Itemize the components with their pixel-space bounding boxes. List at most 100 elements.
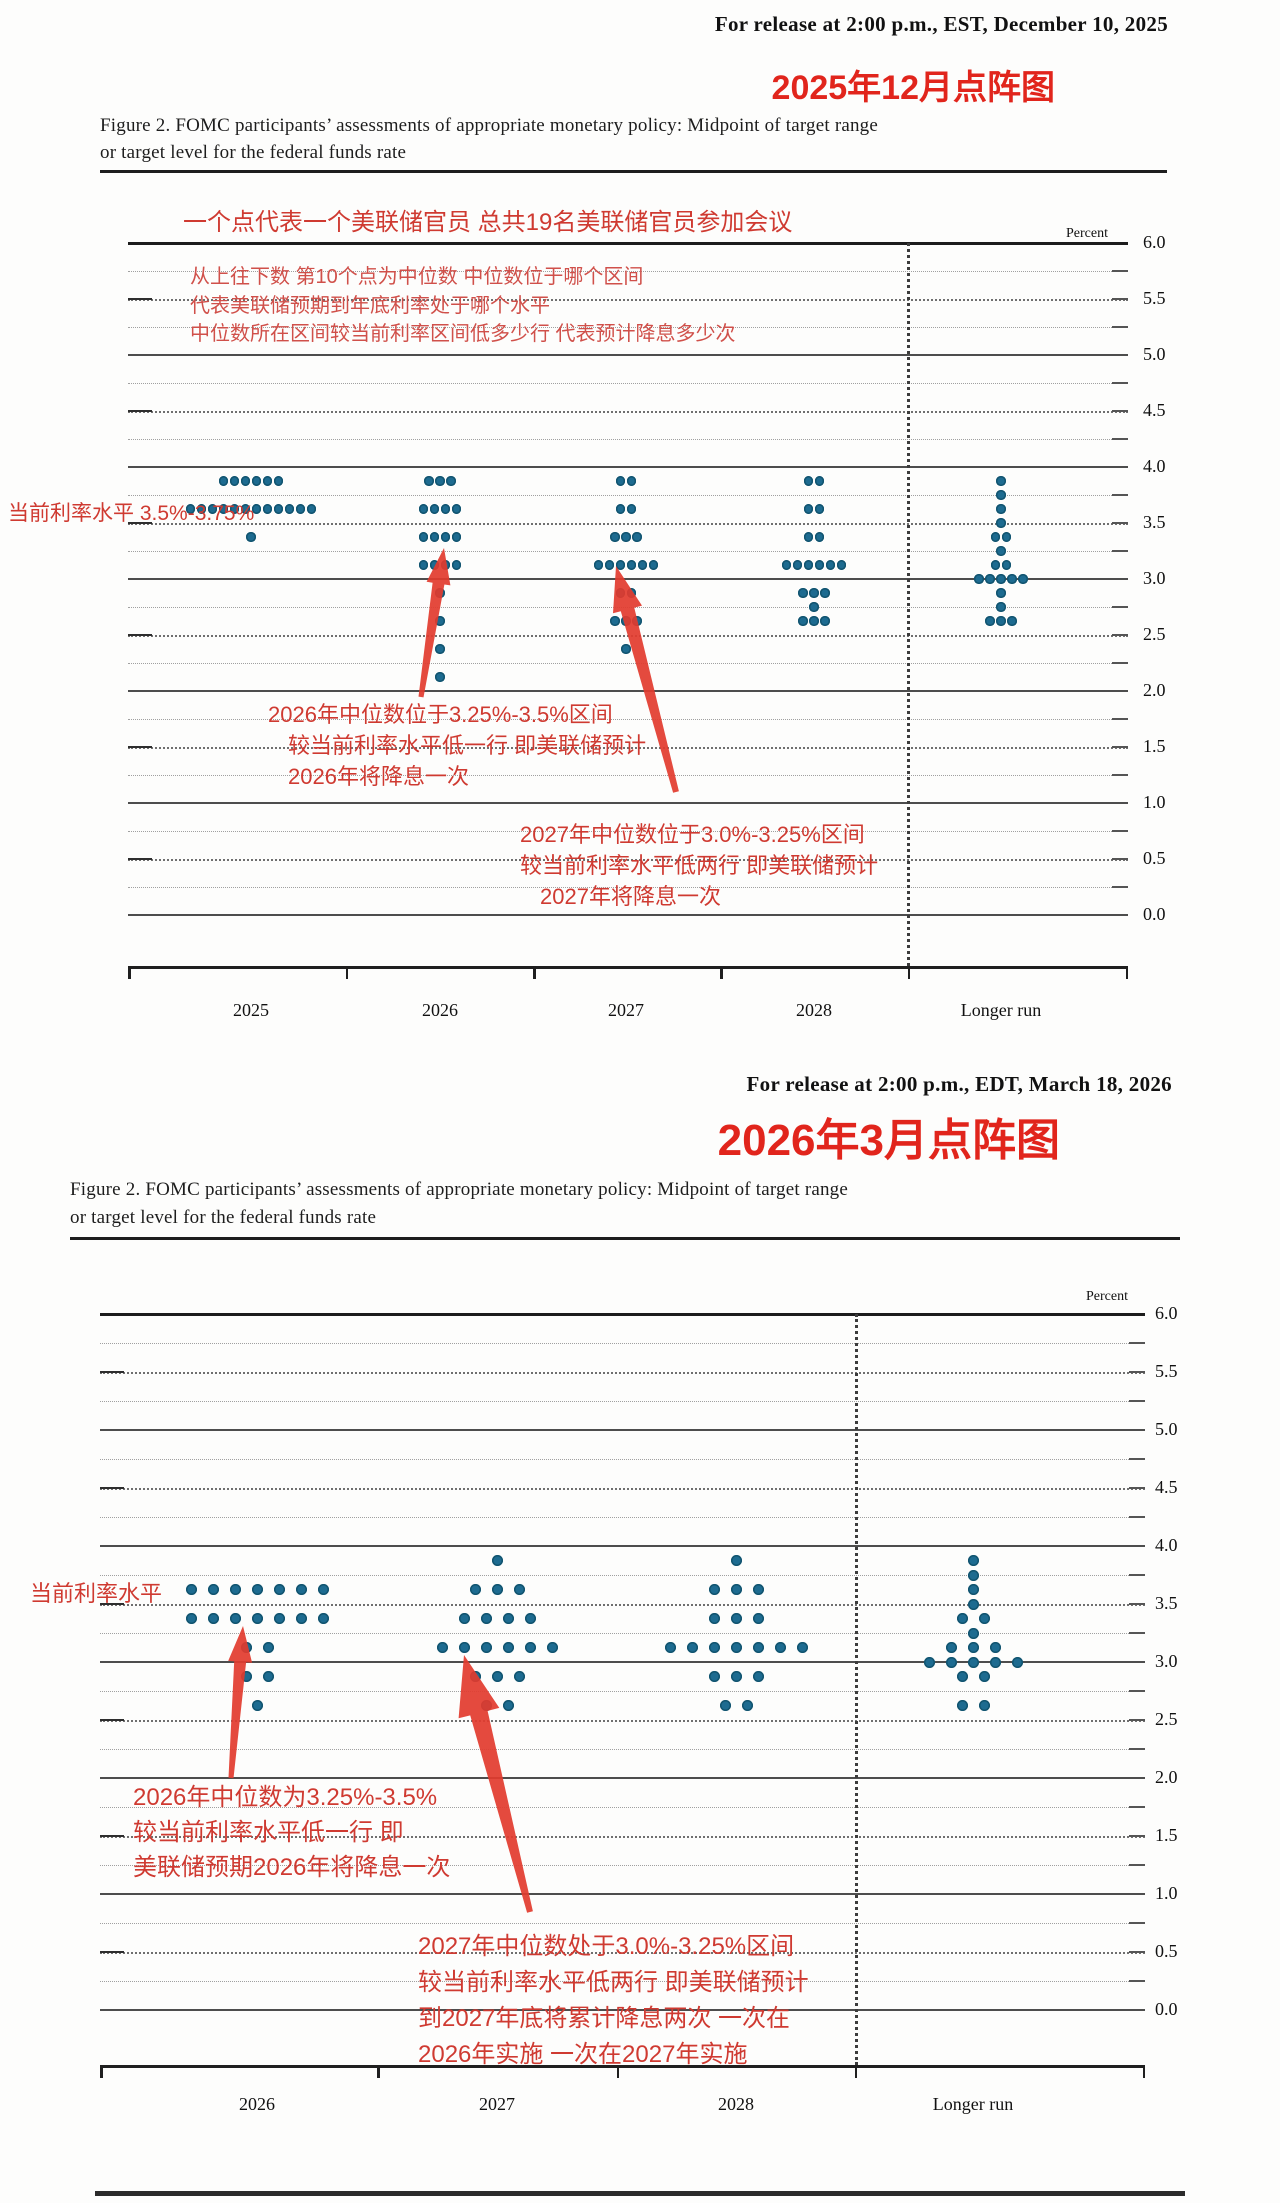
dot [792, 560, 803, 570]
dot [809, 602, 819, 612]
gridline-0.50 [128, 859, 1128, 861]
y-tick-label: 0.5 [1143, 848, 1166, 868]
x-tick-label: 2027 [608, 1000, 644, 1020]
gridline-2.25 [100, 1749, 1145, 1750]
dot [626, 560, 637, 570]
right-tick [1112, 774, 1128, 776]
dot [273, 1613, 285, 1624]
dot [251, 504, 262, 514]
dot [967, 1642, 979, 1653]
dot [524, 1613, 536, 1624]
gridline-5.25 [128, 327, 1128, 328]
right-tick [1129, 1806, 1145, 1808]
dot [429, 560, 440, 570]
y-tick-label: 4.0 [1155, 1535, 1178, 1555]
right-tick [1129, 1632, 1145, 1634]
y-tick-label: 2.0 [1143, 680, 1166, 700]
right-tick [1129, 1690, 1145, 1692]
panel2-chinese-title: 2026年3月点阵图 [717, 1116, 1060, 1165]
dot [730, 1671, 742, 1682]
y-tick-label: 1.0 [1155, 1883, 1178, 1903]
dot [814, 560, 825, 570]
dot [229, 1584, 241, 1595]
dot [967, 1584, 979, 1595]
dot [996, 518, 1006, 528]
dot [435, 476, 445, 486]
y-tick-label: 4.5 [1155, 1477, 1178, 1497]
gridline-4.50 [100, 1488, 1145, 1490]
dot [295, 1613, 307, 1624]
right-tick [1112, 438, 1128, 440]
gridline-4.00 [128, 466, 1128, 468]
dot [218, 504, 229, 514]
dot [967, 1627, 979, 1639]
gridline-2.75 [128, 607, 1128, 608]
dot [956, 1613, 968, 1624]
dot [774, 1642, 786, 1653]
right-tick [1129, 1400, 1145, 1402]
gridline-5.25 [100, 1401, 1145, 1402]
right-tick [1129, 1719, 1145, 1721]
x-axis-tick [854, 2065, 857, 2078]
dot [306, 504, 317, 514]
dot [990, 532, 1001, 542]
right-tick [1112, 298, 1128, 300]
right-tick [1112, 830, 1128, 832]
dot [1007, 574, 1017, 584]
x-axis-tick [1142, 2065, 1145, 2078]
dot [435, 616, 445, 626]
annotation-line: 较当前利率水平低一行 即 [133, 1819, 404, 1846]
right-tick [1129, 1864, 1145, 1866]
dot [809, 616, 819, 626]
dot [284, 504, 295, 514]
y-tick-label: 5.5 [1155, 1361, 1178, 1381]
y-tick-label: 0.0 [1155, 1999, 1178, 2019]
gridline-0.75 [128, 831, 1128, 832]
right-tick [1112, 550, 1128, 552]
gridline-1.00 [100, 1893, 1145, 1895]
dot [480, 1642, 492, 1653]
dot [798, 616, 808, 626]
right-tick [1112, 662, 1128, 664]
dot [435, 644, 445, 654]
caption-divider-rule [70, 1237, 1180, 1240]
dot [814, 532, 825, 542]
y-tick-label: 5.0 [1155, 1419, 1178, 1439]
dot [798, 588, 808, 598]
y-tick-label: 2.0 [1155, 1767, 1178, 1787]
dot [440, 504, 451, 514]
dot [752, 1671, 764, 1682]
dot [1001, 560, 1012, 570]
dot [615, 560, 626, 570]
gridline-4.00 [100, 1545, 1145, 1547]
dot [996, 602, 1006, 612]
dot [229, 504, 240, 514]
annotation-2026-median-panel2: 2026年中位数为3.25%-3.5% 较当前利率水平低一行 即 美联储预期20… [133, 1780, 450, 1885]
dot [207, 1613, 219, 1624]
dot [615, 588, 626, 598]
dot [956, 1671, 968, 1682]
dot [610, 616, 620, 626]
dots-explainer-note: 一个点代表一个美联储官员 总共19名美联储官员参加会议 [183, 209, 793, 236]
dot [615, 504, 626, 514]
dot [621, 616, 631, 626]
median-explainer-note: 从上往下数 第10个点为中位数 中位数位于哪个区间 代表美联储预期到年底利率处于… [190, 263, 736, 349]
left-tick [128, 633, 152, 637]
right-tick [1112, 886, 1128, 888]
right-tick [1129, 1371, 1145, 1373]
gridline-3.25 [128, 551, 1128, 552]
dot [708, 1584, 720, 1595]
dot [251, 476, 262, 486]
x-axis-tick [345, 966, 348, 979]
left-tick [128, 745, 152, 749]
x-tick-label: 2025 [233, 1000, 269, 1020]
dot [752, 1613, 764, 1624]
dot [945, 1656, 957, 1668]
right-tick [1112, 382, 1128, 384]
annotation-2026-median-panel1: 2026年中位数位于3.25%-3.5%区间 较当前利率水平低一行 即美联储预计… [268, 699, 646, 792]
y-tick-label: 0.5 [1155, 1941, 1178, 1961]
x-axis-tick [616, 2065, 619, 2078]
dot [317, 1584, 329, 1595]
y-tick-label: 3.5 [1143, 512, 1166, 532]
